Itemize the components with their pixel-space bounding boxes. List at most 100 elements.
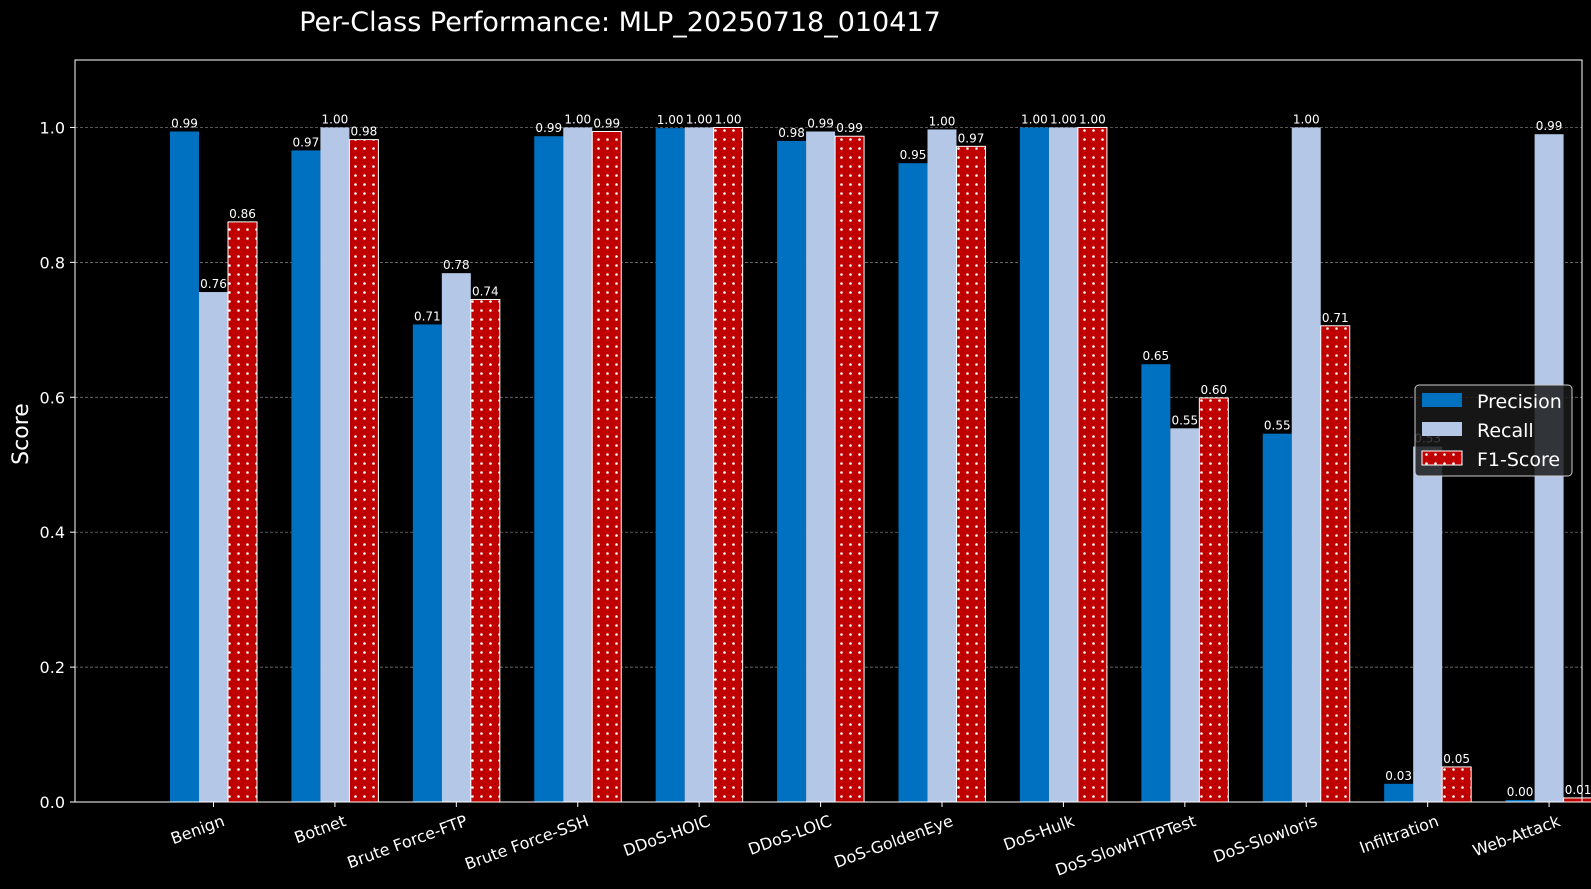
legend-item-recall: Recall: [1422, 420, 1534, 442]
data-label-f1-score-dos-hulk: 1.00: [1079, 112, 1106, 126]
bar-recall-dos-goldeneye: [927, 129, 957, 803]
bar-f1-score-dos-goldeneye: [956, 145, 986, 803]
bar-recall-ddos-hoic: [684, 127, 714, 803]
data-label-precision-dos-slowloris: 0.55: [1264, 419, 1291, 433]
x-tick-label-dos-slowhttptest: DoS-SlowHTTPTest: [1053, 811, 1199, 879]
data-label-recall-ddos-hoic: 1.00: [686, 112, 713, 126]
data-label-f1-score-dos-slowhttptest: 0.60: [1200, 383, 1227, 397]
bar-f1-score-web-attack: [1563, 797, 1591, 803]
data-label-precision-botnet: 0.97: [293, 135, 320, 149]
bar-recall-infiltration: [1413, 446, 1443, 802]
bar-f1-score-dos-slowloris: [1320, 325, 1351, 803]
data-label-f1-score-infiltration: 0.05: [1443, 752, 1470, 766]
x-tick-label-web-attack: Web-Attack: [1470, 811, 1563, 860]
data-label-recall-brute-force-ftp: 0.78: [443, 258, 470, 272]
bar-precision-benign: [170, 131, 199, 802]
data-label-precision-ddos-loic: 0.98: [778, 126, 805, 140]
bar-f1-score-ddos-hoic: [713, 126, 744, 803]
data-label-recall-dos-slowloris: 1.00: [1293, 112, 1320, 126]
data-label-precision-web-attack: 0.00: [1507, 785, 1534, 799]
legend-swatch-f1-score: [1421, 450, 1463, 466]
bars: [170, 126, 1591, 803]
plot-area-frame: [74, 59, 1583, 803]
legend-swatch-precision: [1422, 393, 1462, 407]
data-label-recall-ddos-loic: 0.99: [807, 117, 834, 131]
y-tick-label: 0.2: [40, 658, 65, 677]
bar-recall-dos-hulk: [1048, 127, 1078, 803]
bar-f1-score-ddos-loic: [834, 135, 865, 803]
bar-precision-ddos-loic: [777, 140, 807, 803]
data-label-f1-score-benign: 0.86: [229, 207, 256, 221]
bar-precision-web-attack: [1505, 799, 1535, 802]
data-label-f1-score-brute-force-ssh: 0.99: [593, 117, 620, 131]
legend-item-f1-score: F1-Score: [1421, 449, 1560, 471]
x-tick-label-benign: Benign: [168, 811, 227, 848]
legend-label-precision: Precision: [1477, 391, 1562, 413]
data-label-precision-brute-force-ssh: 0.99: [535, 121, 562, 135]
bar-precision-brute-force-ssh: [534, 136, 564, 802]
data-label-f1-score-dos-goldeneye: 0.97: [958, 131, 985, 145]
bar-f1-score-brute-force-ftp: [470, 298, 501, 803]
data-label-recall-brute-force-ssh: 1.00: [564, 112, 591, 126]
bar-precision-botnet: [291, 150, 321, 802]
data-label-precision-brute-force-ftp: 0.71: [414, 309, 441, 323]
x-tick-label-ddos-loic: DDoS-LOIC: [746, 811, 834, 859]
bar-f1-score-dos-hulk: [1077, 126, 1108, 803]
bar-precision-brute-force-ftp: [412, 324, 442, 802]
x-tick-label-ddos-hoic: DDoS-HOIC: [621, 811, 713, 860]
data-label-f1-score-web-attack: 0.01: [1565, 783, 1591, 797]
y-tick-label: 0.4: [40, 523, 65, 542]
data-label-f1-score-brute-force-ftp: 0.74: [472, 284, 499, 298]
bar-f1-score-brute-force-ssh: [591, 131, 622, 803]
data-label-precision-dos-slowhttptest: 0.65: [1142, 349, 1169, 363]
data-label-recall-benign: 0.76: [200, 277, 227, 291]
y-tick-label: 0.8: [40, 253, 65, 272]
bar-recall-benign: [199, 292, 228, 802]
legend-label-f1-score: F1-Score: [1477, 449, 1560, 471]
data-label-precision-ddos-hoic: 1.00: [657, 113, 684, 127]
data-label-f1-score-botnet: 0.98: [351, 125, 378, 139]
bar-precision-ddos-hoic: [655, 128, 685, 802]
data-label-precision-dos-goldeneye: 0.95: [900, 148, 927, 162]
legend: Precision Recall F1-Score: [1414, 384, 1573, 477]
bar-f1-score-benign: [227, 221, 258, 803]
bar-recall-brute-force-ftp: [441, 273, 471, 802]
x-tick-label-botnet: Botnet: [292, 811, 349, 847]
x-tick-label-infiltration: Infiltration: [1357, 811, 1441, 857]
y-tick-label: 0.6: [40, 388, 65, 407]
bar-precision-dos-goldeneye: [898, 163, 928, 803]
data-label-recall-botnet: 1.00: [322, 112, 349, 126]
y-tick-label: 0.0: [40, 793, 65, 812]
bar-recall-botnet: [320, 127, 350, 803]
chart-title: Per-Class Performance: MLP_20250718_0104…: [299, 7, 941, 38]
data-label-precision-benign: 0.99: [171, 117, 198, 131]
bar-f1-score-botnet: [348, 139, 379, 803]
data-label-recall-dos-goldeneye: 1.00: [929, 114, 956, 128]
data-label-f1-score-dos-slowloris: 0.71: [1322, 311, 1349, 325]
x-tick-label-dos-goldeneye: DoS-GoldenEye: [832, 811, 956, 872]
bar-recall-brute-force-ssh: [563, 127, 593, 803]
data-label-f1-score-ddos-hoic: 1.00: [715, 112, 742, 126]
bar-f1-score-infiltration: [1441, 766, 1472, 803]
bar-recall-dos-slowhttptest: [1170, 428, 1200, 802]
bar-precision-infiltration: [1384, 783, 1414, 802]
bar-recall-dos-slowloris: [1291, 127, 1321, 803]
data-label-precision-infiltration: 0.03: [1385, 769, 1412, 783]
data-label-f1-score-ddos-loic: 0.99: [836, 121, 863, 135]
x-tick-label-brute-force-ssh: Brute Force-SSH: [462, 811, 591, 873]
bar-f1-score-dos-slowhttptest: [1198, 397, 1229, 803]
x-tick-label-brute-force-ftp: Brute Force-FTP: [345, 811, 471, 872]
data-label-recall-dos-slowhttptest: 0.55: [1171, 413, 1198, 427]
data-label-recall-web-attack: 0.99: [1536, 119, 1563, 133]
data-label-recall-dos-hulk: 1.00: [1050, 112, 1077, 126]
bar-precision-dos-slowhttptest: [1141, 364, 1171, 802]
data-label-precision-dos-hulk: 1.00: [1021, 112, 1048, 126]
y-axis-ticks: 0.0 0.2 0.4 0.6 0.8 1.0: [40, 118, 75, 812]
y-tick-label: 1.0: [40, 118, 65, 137]
legend-swatch-recall: [1422, 422, 1462, 436]
legend-label-recall: Recall: [1477, 420, 1534, 442]
y-axis-label: Score: [9, 403, 34, 465]
bar-precision-dos-slowloris: [1262, 433, 1292, 802]
